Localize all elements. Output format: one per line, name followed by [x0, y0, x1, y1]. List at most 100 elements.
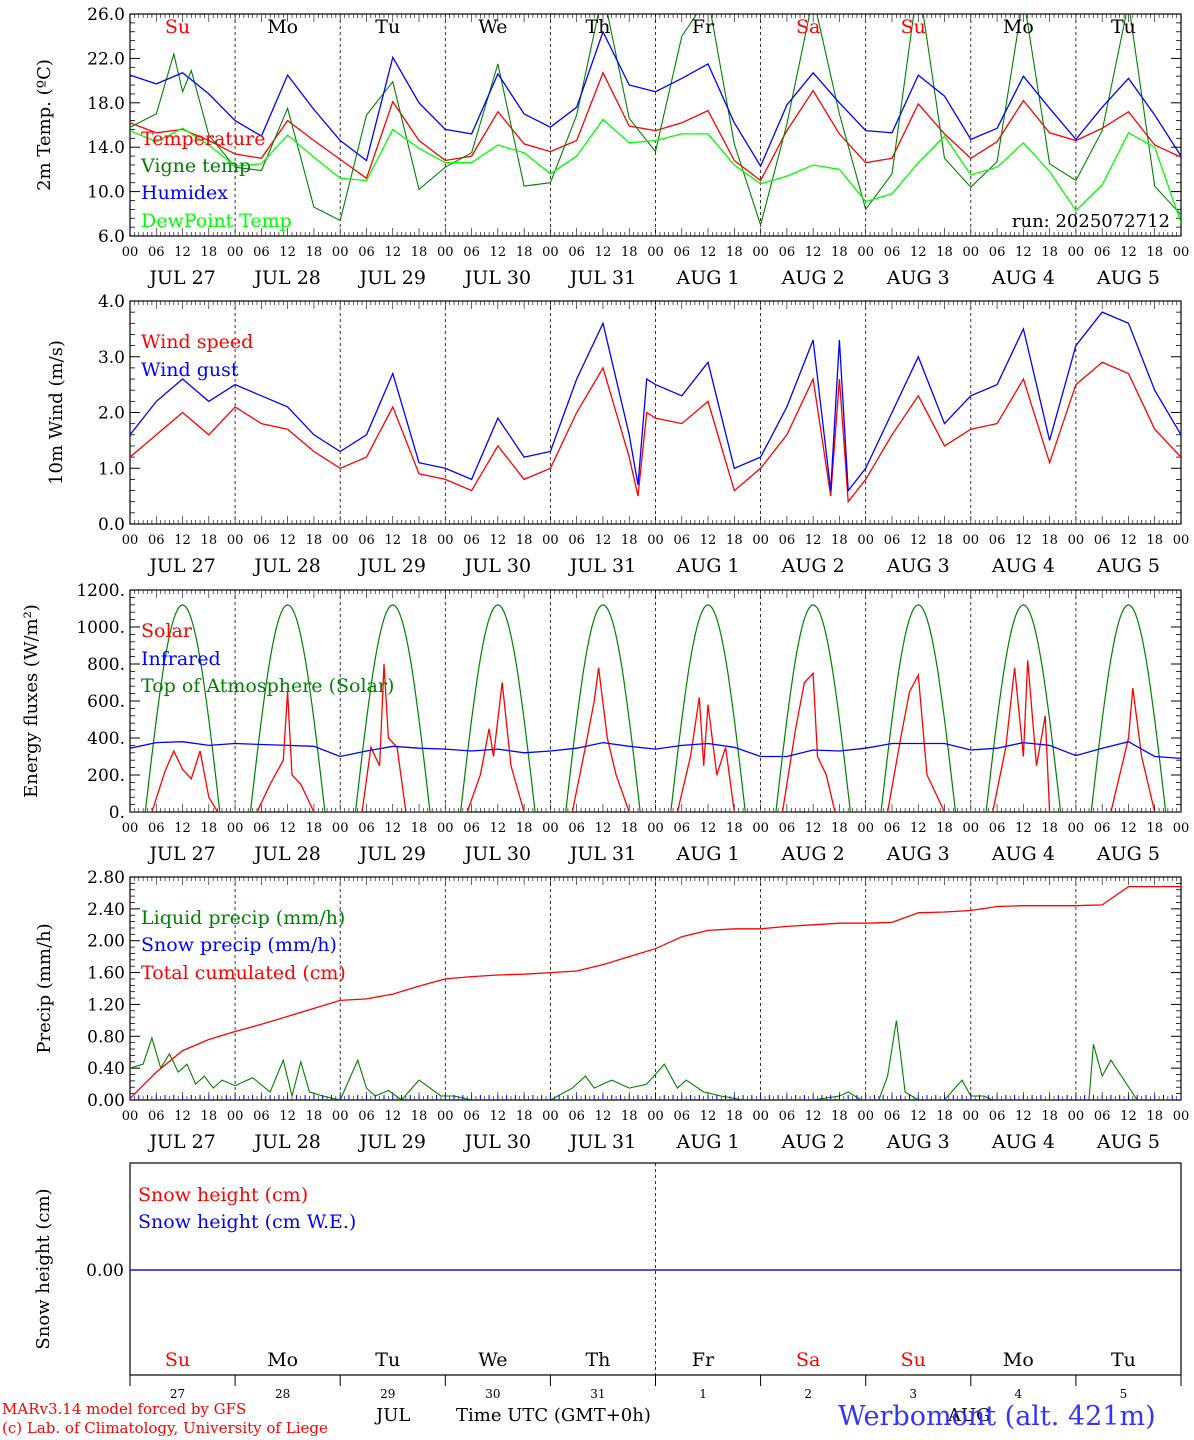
hour-tick-label: 12	[700, 533, 717, 548]
legend-entry: Snow height (cm W.E.)	[138, 1211, 356, 1233]
hour-tick-label: 18	[306, 245, 323, 260]
legend-entry: DewPoint Temp	[141, 210, 292, 232]
hour-tick-label: 18	[516, 245, 533, 260]
hour-tick-label: 06	[989, 533, 1006, 548]
y-axis-label: 10m Wind (m/s)	[46, 340, 67, 485]
y-tick-label: 1000.	[76, 618, 125, 638]
hour-tick-label: 06	[568, 245, 585, 260]
panel-2: 00 06 12 18 00 06 12 18 00 06 12 18 00 06 12 18 00 06 12 18…	[46, 292, 1189, 577]
weekday-label: Su	[165, 16, 190, 38]
hour-tick-label: 06	[989, 1109, 1006, 1124]
hour-tick-label: 12	[910, 245, 927, 260]
day-number-label: 31	[590, 1387, 605, 1401]
hour-tick-label: 00	[857, 245, 874, 260]
hour-tick-label: 12	[700, 821, 717, 836]
date-label: AUG 4	[991, 843, 1055, 865]
hour-tick-label: 00	[332, 1109, 349, 1124]
hour-tick-label: 12	[1015, 245, 1032, 260]
hour-tick-label: 12	[279, 245, 296, 260]
hour-tick-label: 12	[490, 245, 507, 260]
weekday-label: Tu	[375, 1349, 400, 1371]
date-label: AUG 3	[886, 1131, 950, 1153]
date-label: AUG 3	[886, 843, 950, 865]
hour-tick-label: 06	[358, 533, 375, 548]
plot-area	[130, 604, 1181, 812]
weekday-label: Mo	[1003, 1349, 1034, 1371]
hour-tick-label: 12	[1120, 533, 1137, 548]
hour-tick-label: 00	[542, 821, 559, 836]
hour-tick-label: 06	[884, 1109, 901, 1124]
hour-tick-label: 12	[384, 245, 401, 260]
date-label: AUG 5	[1096, 267, 1160, 289]
hour-tick-label: 18	[1041, 533, 1058, 548]
y-tick-label: 1200.	[76, 581, 125, 601]
hour-tick-label: 18	[411, 1109, 428, 1124]
run-annotation: run: 2025072712	[1012, 211, 1170, 232]
hour-tick-label: 00	[963, 245, 980, 260]
day-number-label: 2	[804, 1387, 812, 1401]
hour-tick-label: 00	[227, 245, 244, 260]
hour-tick-label: 18	[201, 821, 218, 836]
y-tick-label: 1.60	[87, 964, 125, 984]
hour-tick-label: 00	[857, 1109, 874, 1124]
series-line-vigne-temp	[130, 14, 1181, 227]
date-label: JUL 31	[568, 1131, 636, 1153]
hour-tick-label: 18	[201, 245, 218, 260]
hour-tick-label: 06	[674, 821, 691, 836]
hour-tick-label: 00	[857, 533, 874, 548]
date-label: JUL 31	[568, 843, 636, 865]
y-tick-label: 2.00	[87, 932, 125, 952]
weekday-label: Su	[901, 1349, 926, 1371]
hour-tick-label: 00	[752, 245, 769, 260]
date-label: JUL 27	[147, 267, 215, 289]
y-tick-label: 14.0	[87, 138, 125, 158]
hour-tick-label: 00	[1068, 533, 1085, 548]
hour-tick-label: 18	[831, 821, 848, 836]
date-label: AUG 1	[676, 1131, 740, 1153]
hour-tick-label: 00	[437, 821, 454, 836]
day-number-label: 5	[1120, 1387, 1128, 1401]
hour-tick-label: 12	[595, 821, 612, 836]
hour-tick-label: 00	[647, 245, 664, 260]
hour-tick-label: 06	[148, 821, 165, 836]
hour-tick-label: 06	[148, 533, 165, 548]
hour-tick-label: 18	[621, 245, 638, 260]
y-tick-label: 2.40	[87, 900, 125, 920]
series-line-dewpoint-temp	[130, 118, 1181, 223]
y-tick-label: 3.0	[98, 348, 125, 368]
hour-tick-label: 06	[1094, 821, 1111, 836]
hour-tick-label: 00	[1173, 1109, 1190, 1124]
hour-tick-label: 12	[174, 1109, 191, 1124]
legend-entry: Top of Atmosphere (Solar)	[141, 675, 394, 697]
date-label: JUL 27	[147, 843, 215, 865]
y-tick-label: 0.0	[98, 515, 125, 535]
hour-tick-label: 18	[831, 533, 848, 548]
y-tick-label: 10.0	[87, 183, 125, 203]
legend-entry: Infrared	[141, 648, 221, 670]
weekday-label: Sa	[796, 1349, 820, 1371]
y-tick-label: 400.	[87, 729, 125, 749]
hour-tick-label: 06	[884, 533, 901, 548]
weekday-label: Mo	[267, 1349, 298, 1371]
hour-tick-label: 18	[201, 1109, 218, 1124]
hour-tick-label: 18	[831, 245, 848, 260]
date-label: AUG 5	[1096, 555, 1160, 577]
series-line-solar	[130, 660, 1181, 812]
hour-tick-label: 06	[253, 533, 270, 548]
series-line-toa-solar	[130, 604, 1181, 812]
hour-tick-label: 18	[621, 821, 638, 836]
hour-tick-label: 12	[910, 533, 927, 548]
date-label: JUL 30	[463, 267, 531, 289]
hour-tick-label: 12	[805, 245, 822, 260]
hour-tick-label: 00	[122, 1109, 139, 1124]
hour-tick-label: 12	[1015, 1109, 1032, 1124]
hour-tick-label: 00	[437, 245, 454, 260]
hour-tick-label: 06	[1094, 245, 1111, 260]
plot-area	[130, 14, 1181, 227]
hour-tick-label: 12	[490, 821, 507, 836]
hour-tick-label: 12	[174, 245, 191, 260]
day-number-label: 3	[909, 1387, 917, 1401]
date-label: JUL 29	[358, 555, 426, 577]
y-tick-label: 18.0	[87, 94, 125, 114]
hour-tick-label: 06	[568, 1109, 585, 1124]
